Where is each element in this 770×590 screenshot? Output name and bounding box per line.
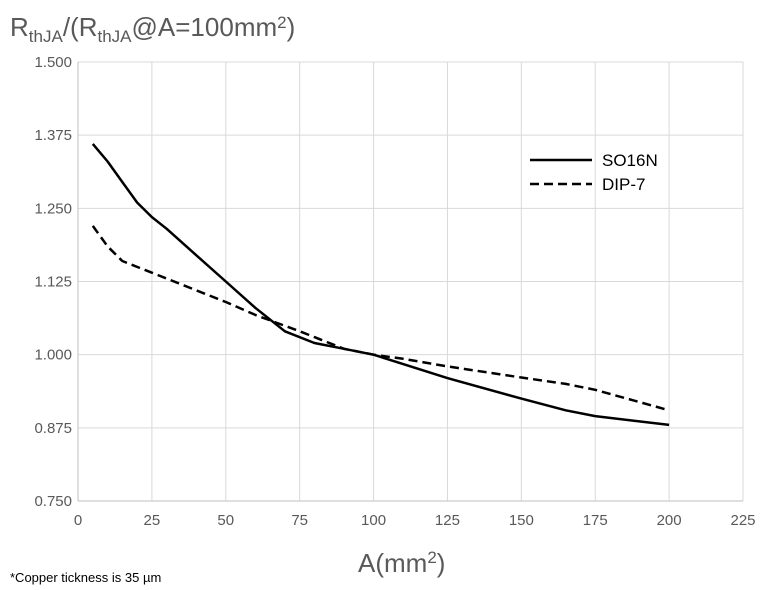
y-tick-label: 1.250 bbox=[34, 200, 72, 217]
footnote: *Copper tickness is 35 µm bbox=[10, 570, 161, 585]
series-line-dip-7 bbox=[91, 225, 670, 412]
legend: SO16N DIP-7 bbox=[530, 151, 658, 194]
y-tick-label: 0.875 bbox=[34, 420, 72, 437]
x-tick-label: 175 bbox=[583, 512, 608, 529]
x-tick-label: 50 bbox=[217, 512, 234, 529]
x-tick-label: 0 bbox=[74, 512, 82, 529]
x-tick-label: 100 bbox=[361, 512, 386, 529]
x-tick-label: 225 bbox=[730, 512, 755, 529]
x-tick-label: 25 bbox=[144, 512, 161, 529]
legend-label: SO16N bbox=[602, 151, 658, 170]
x-tick-label: 150 bbox=[509, 512, 534, 529]
x-tick-label: 200 bbox=[657, 512, 682, 529]
y-tick-label: 1.125 bbox=[34, 274, 72, 291]
y-tick-label: 1.000 bbox=[34, 347, 72, 364]
x-tick-label: 125 bbox=[435, 512, 460, 529]
y-tick-label: 0.750 bbox=[34, 493, 72, 510]
grid bbox=[77, 61, 744, 502]
y-tick-label: 1.375 bbox=[34, 127, 72, 144]
series-line-so16n bbox=[91, 143, 670, 427]
legend-label: DIP-7 bbox=[602, 175, 645, 194]
x-axis-title: A(mm2) bbox=[358, 548, 445, 578]
series-layer bbox=[91, 143, 670, 427]
y-tick-label: 1.500 bbox=[34, 54, 72, 71]
x-tick-label: 75 bbox=[291, 512, 308, 529]
y-axis-title: RthJA/(RthJA@A=100mm2) bbox=[10, 12, 295, 46]
x-axis-ticks: 0 25 50 75 100 125 150 175 200 225 bbox=[74, 512, 756, 529]
y-axis-ticks: 0.750 0.875 1.000 1.125 1.250 1.375 1.500 bbox=[34, 54, 72, 510]
